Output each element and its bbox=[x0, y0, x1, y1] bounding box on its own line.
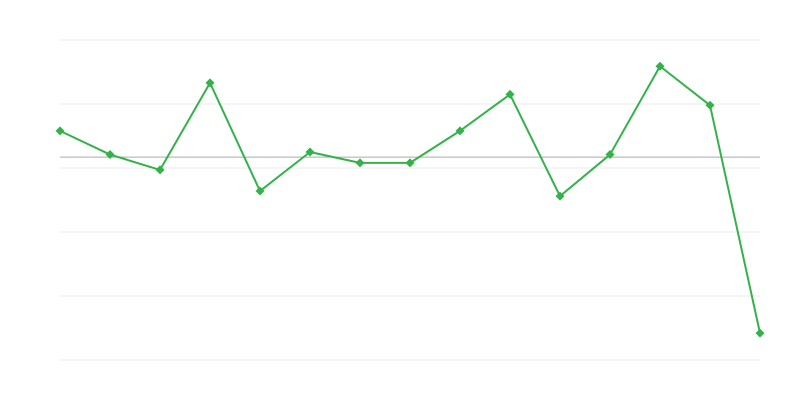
data-point bbox=[555, 191, 565, 201]
data-point bbox=[755, 328, 765, 338]
data-point bbox=[355, 158, 365, 168]
data-point bbox=[305, 147, 315, 157]
data-point bbox=[605, 150, 615, 160]
data-point bbox=[55, 126, 65, 136]
data-point bbox=[255, 186, 265, 196]
series-line bbox=[59, 65, 761, 334]
data-point bbox=[205, 78, 215, 88]
data-point bbox=[705, 100, 715, 110]
data-point bbox=[405, 158, 415, 168]
data-point bbox=[155, 165, 165, 175]
data-point bbox=[505, 89, 515, 99]
data-point bbox=[105, 150, 115, 160]
data-point bbox=[655, 61, 665, 71]
data-point bbox=[455, 126, 465, 136]
